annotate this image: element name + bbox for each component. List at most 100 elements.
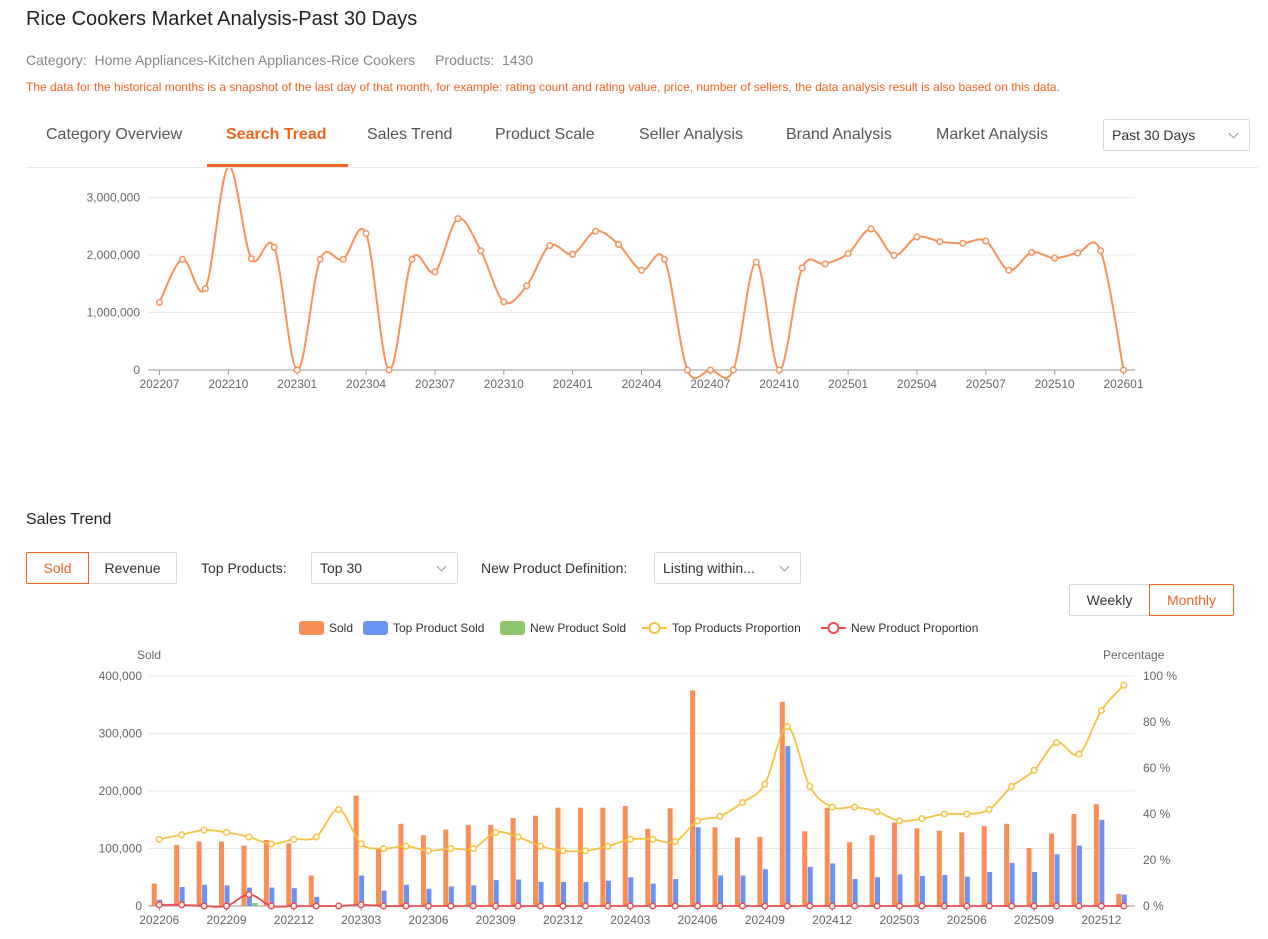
top-products-proportion-point — [357, 840, 365, 848]
new-product-sold-bar — [252, 903, 258, 906]
top-products-proportion-point — [312, 833, 320, 841]
top-products-proportion-point — [559, 847, 567, 855]
top-product-sold-bar — [673, 878, 679, 906]
x-tick-label: 202404 — [621, 377, 661, 391]
tab-seller-analysis[interactable]: Seller Analysis — [639, 126, 744, 143]
new-product-proportion-point — [290, 902, 298, 910]
top-product-sold-bar — [1009, 862, 1015, 906]
y-right-tick-label: 80 % — [1143, 715, 1171, 729]
search-volume-point — [775, 366, 783, 374]
y-tick-label: 300,000 — [99, 727, 143, 741]
x-tick-label: 202312 — [543, 913, 583, 927]
page-title: Rice Cookers Market Analysis-Past 30 Day… — [26, 8, 418, 30]
top-products-proportion-point — [469, 844, 477, 853]
sold-bar — [488, 824, 494, 906]
y-tick-label: 0 — [135, 899, 142, 913]
new-product-definition-select[interactable]: Listing within... — [654, 552, 801, 584]
top-product-sold-bar — [762, 869, 768, 906]
monthly-button[interactable]: Monthly — [1149, 584, 1234, 616]
legend-label: New Product Proportion — [851, 621, 978, 635]
search-volume-point — [867, 225, 875, 233]
sold-bar — [353, 795, 359, 906]
sold-bar — [1071, 814, 1077, 906]
search-volume-point — [959, 239, 967, 247]
weekly-button[interactable]: Weekly — [1069, 584, 1150, 616]
search-volume-point — [293, 366, 301, 374]
new-product-proportion-point — [312, 902, 320, 910]
sold-toggle-button[interactable]: Sold — [26, 552, 89, 584]
sold-bar — [734, 837, 740, 906]
search-volume-point — [1119, 366, 1128, 374]
search-volume-point — [913, 233, 921, 241]
top-products-proportion-point — [1097, 706, 1105, 715]
search-volume-point — [1028, 248, 1036, 257]
y-right-tick-label: 100 % — [1143, 669, 1177, 683]
y-right-tick-label: 20 % — [1143, 853, 1171, 867]
new-product-proportion-point — [694, 902, 702, 910]
new-product-proportion-point — [200, 902, 208, 910]
top-products-proportion-point — [290, 835, 298, 843]
x-tick-label: 202303 — [341, 913, 381, 927]
search-volume-point — [729, 366, 737, 374]
x-tick-label: 202512 — [1081, 913, 1121, 927]
top-products-proportion-point — [649, 835, 657, 843]
sold-bar — [690, 690, 696, 906]
new-product-proportion-point — [424, 902, 432, 910]
search-volume-point — [706, 366, 714, 374]
search-volume-point — [477, 247, 485, 255]
sold-bar — [398, 823, 404, 906]
category-meta: Category: Home Appliances-Kitchen Applia… — [26, 52, 533, 68]
top-product-sold-bar — [650, 883, 656, 906]
sold-bar — [712, 827, 718, 906]
new-product-proportion-point — [447, 902, 455, 910]
tab-search-trend[interactable]: Search Tread — [226, 126, 327, 143]
tab-category-overview[interactable]: Category Overview — [46, 126, 183, 143]
tab-market-analysis[interactable]: Market Analysis — [936, 126, 1049, 143]
new-product-proportion-point — [402, 902, 410, 910]
x-tick-label: 202406 — [678, 913, 718, 927]
y-tick-label: 2,000,000 — [87, 248, 141, 262]
top-products-proportion-point — [514, 833, 522, 841]
top-products-proportion-point — [806, 782, 814, 790]
tab-sales-trend[interactable]: Sales Trend — [367, 126, 453, 143]
x-tick-label: 202409 — [745, 913, 785, 927]
sold-bar — [1093, 804, 1099, 906]
top-products-select[interactable]: Top 30 — [311, 552, 458, 584]
top-product-sold-bar — [471, 885, 477, 906]
search-volume-point — [546, 242, 554, 250]
sales-trend-chart: Sold Top Product Sold New Product Sold Top … — [99, 621, 1177, 927]
search-volume-point — [454, 215, 462, 223]
x-tick-label: 202507 — [966, 377, 1006, 391]
top-products-proportion-point — [267, 840, 275, 848]
sold-bar — [151, 883, 157, 906]
search-volume-point — [592, 227, 600, 235]
top-product-sold-bar — [179, 887, 185, 906]
sold-bar — [420, 835, 426, 906]
sold-bar — [533, 815, 539, 906]
tab-brand-analysis[interactable]: Brand Analysis — [786, 126, 892, 143]
tab-product-scale[interactable]: Product Scale — [495, 126, 595, 143]
x-tick-label: 202306 — [408, 913, 448, 927]
top-products-proportion-point — [447, 844, 455, 853]
sold-bar — [869, 835, 875, 906]
x-tick-label: 202307 — [415, 377, 455, 391]
search-trend-chart: 0 1,000,000 2,000,000 3,000,000 202207 202210… — [87, 168, 1144, 391]
top-product-sold-bar — [987, 872, 993, 906]
top-product-sold-bar — [538, 881, 544, 906]
top-products-proportion-point — [783, 723, 791, 731]
top-products-proportion-point — [940, 810, 948, 818]
new-product-proportion-point — [918, 902, 926, 910]
search-volume-point — [385, 366, 393, 374]
sold-bar — [174, 845, 180, 906]
top-product-sold-bar — [516, 879, 522, 906]
period-select[interactable]: Past 30 Days — [1103, 119, 1250, 151]
top-products-proportion-point — [492, 828, 500, 836]
new-product-proportion-point — [761, 902, 769, 910]
revenue-toggle-button[interactable]: Revenue — [88, 552, 177, 584]
sold-bar — [1004, 823, 1010, 906]
new-product-proportion-point — [1075, 902, 1083, 910]
search-volume-point — [1097, 247, 1105, 255]
search-volume-point — [431, 268, 439, 276]
x-tick-label: 202304 — [346, 377, 386, 391]
sold-bar — [622, 805, 628, 906]
